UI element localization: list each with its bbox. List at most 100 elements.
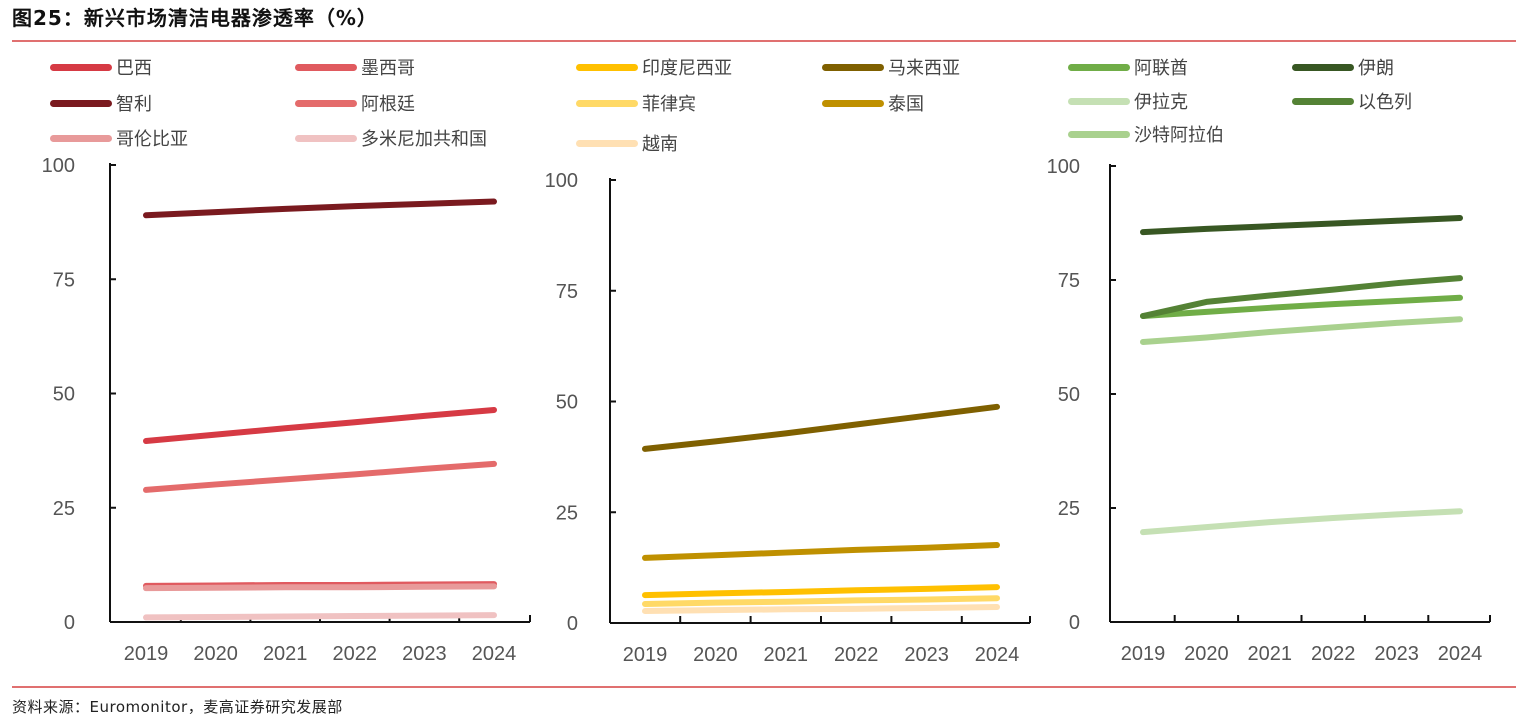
x-tick-label: 2020 (693, 644, 738, 666)
x-tick-label: 2021 (764, 644, 809, 666)
x-tick-label: 2021 (263, 643, 308, 665)
y-tick-label: 50 (556, 392, 578, 414)
y-tick-label: 25 (53, 498, 75, 520)
legend-label: 沙特阿拉伯 (1134, 125, 1224, 146)
series-line-智利 (143, 198, 497, 219)
legend-label: 泰国 (888, 94, 924, 115)
legend-swatch (576, 139, 638, 147)
legend-swatch (1068, 63, 1130, 71)
legend-label: 越南 (642, 134, 678, 155)
y-tick-label: 0 (1069, 612, 1080, 634)
legend-swatch (822, 99, 884, 107)
x-tick-label: 2024 (472, 643, 517, 665)
legend-swatch (1292, 63, 1354, 71)
series-line-菲律宾 (642, 595, 1000, 607)
y-tick-label: 100 (42, 155, 75, 177)
legend-item: 越南 (576, 130, 678, 156)
legend-swatch (576, 99, 638, 107)
legend-swatch (822, 63, 884, 71)
series-line-泰国 (642, 542, 1000, 561)
legend-item: 伊拉克 (1068, 88, 1188, 114)
y-tick-label: 75 (556, 281, 578, 303)
series-line-巴西 (143, 406, 497, 445)
legend-label: 多米尼加共和国 (361, 129, 487, 150)
series-line-越南 (642, 604, 1000, 615)
legend-label: 伊拉克 (1134, 92, 1188, 113)
y-tick-label: 50 (1058, 384, 1080, 406)
legend-swatch (1068, 130, 1130, 138)
y-tick-label: 100 (545, 170, 578, 192)
legend-item: 以色列 (1292, 88, 1412, 114)
legend-label: 智利 (116, 94, 152, 115)
x-tick-label: 2023 (1374, 643, 1419, 665)
legend-swatch (1068, 97, 1130, 105)
y-tick-label: 75 (1058, 270, 1080, 292)
legend-label: 巴西 (116, 58, 152, 79)
x-tick-label: 2023 (402, 643, 447, 665)
series-line-马来西亚 (642, 403, 1000, 452)
y-tick-label: 0 (567, 613, 578, 635)
legend-item: 菲律宾 (576, 90, 696, 116)
x-tick-label: 2022 (834, 644, 879, 666)
legend-swatch (1292, 97, 1354, 105)
legend-label: 菲律宾 (642, 94, 696, 115)
legend-item: 阿联酋 (1068, 54, 1188, 80)
legend-swatch (50, 134, 112, 142)
series-line-沙特阿拉伯 (1140, 316, 1463, 346)
legend-swatch (295, 99, 357, 107)
x-tick-label: 2019 (124, 643, 169, 665)
x-tick-label: 2020 (1184, 643, 1229, 665)
y-tick-label: 75 (53, 269, 75, 291)
legend-item: 阿根廷 (295, 90, 415, 116)
legend-label: 墨西哥 (361, 58, 415, 79)
x-tick-label: 2024 (975, 644, 1020, 666)
legend-label: 以色列 (1358, 92, 1412, 113)
y-tick-label: 25 (556, 502, 578, 524)
legend-item: 伊朗 (1292, 54, 1394, 80)
series-line-阿联酋 (1140, 294, 1463, 320)
series-line-伊朗 (1140, 214, 1463, 236)
y-tick-label: 50 (53, 384, 75, 406)
legend-item: 印度尼西亚 (576, 54, 732, 80)
legend-item: 哥伦比亚 (50, 125, 188, 151)
x-tick-label: 2020 (193, 643, 238, 665)
series-line-印度尼西亚 (642, 584, 1000, 599)
legend-swatch (295, 134, 357, 142)
x-tick-label: 2022 (1311, 643, 1356, 665)
legend-label: 印度尼西亚 (642, 58, 732, 79)
legend-item: 沙特阿拉伯 (1068, 121, 1224, 147)
legend-label: 马来西亚 (888, 58, 960, 79)
x-tick-label: 2023 (904, 644, 949, 666)
legend-swatch (50, 63, 112, 71)
source-note: 资料来源：Euromonitor，麦高证券研究发展部 (12, 698, 343, 716)
x-tick-label: 2019 (623, 644, 668, 666)
series-line-以色列 (1140, 275, 1463, 320)
chart-panel-2: 0 25 50 75 100 2019 2020 2021 2022 2023 2024 (545, 170, 1031, 666)
y-tick-label: 100 (1047, 156, 1080, 178)
x-tick-label: 2021 (1248, 643, 1293, 665)
legend-swatch (50, 99, 112, 107)
chart-panel-3: 0 25 50 75 100 2019 2020 2021 2022 2023 2024 (1047, 156, 1491, 665)
legend-label: 阿联酋 (1134, 58, 1188, 79)
bottom-divider (12, 686, 1516, 688)
x-tick-label: 2022 (333, 643, 378, 665)
series-line-哥伦比亚 (143, 583, 497, 592)
legend-swatch (295, 63, 357, 71)
series-line-伊拉克 (1140, 508, 1463, 536)
legend-label: 阿根廷 (361, 94, 415, 115)
legend-swatch (576, 63, 638, 71)
legend-item: 智利 (50, 90, 152, 116)
y-tick-label: 0 (64, 612, 75, 634)
legend-label: 伊朗 (1358, 58, 1394, 79)
legend-item: 墨西哥 (295, 54, 415, 80)
figure-title: 图25：新兴市场清洁电器渗透率（%） (12, 6, 378, 30)
top-divider (12, 40, 1516, 42)
x-tick-label: 2019 (1121, 643, 1166, 665)
legend-item: 多米尼加共和国 (295, 125, 487, 151)
series-line-多米尼加共和国 (143, 612, 497, 621)
x-tick-label: 2024 (1438, 643, 1483, 665)
legend-label: 哥伦比亚 (116, 129, 188, 150)
legend-item: 泰国 (822, 90, 924, 116)
chart-panel-1: 0 25 50 75 100 2019 2020 2021 2022 2023 2024 (42, 155, 531, 665)
